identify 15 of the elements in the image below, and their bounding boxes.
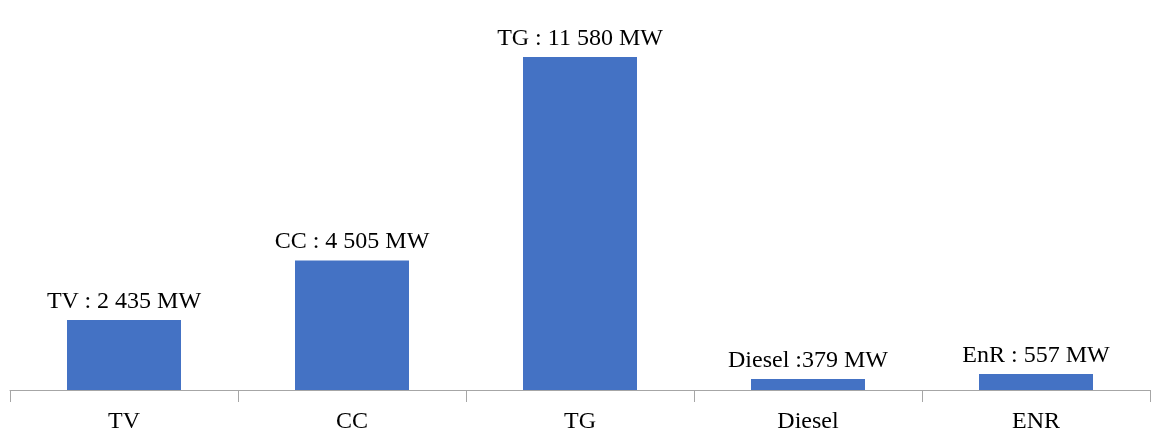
x-tick-label: ENR bbox=[1012, 407, 1060, 433]
bar bbox=[751, 379, 865, 390]
data-label: TV : 2 435 MW bbox=[46, 286, 202, 313]
bar bbox=[979, 373, 1093, 390]
x-tick-label: TV bbox=[108, 407, 141, 433]
data-label: Diesel :379 MW bbox=[728, 346, 889, 373]
bar bbox=[523, 56, 637, 390]
data-label: CC : 4 505 MW bbox=[274, 227, 430, 254]
x-tick-label: Diesel bbox=[777, 407, 839, 433]
x-tick-label: TG bbox=[564, 407, 596, 433]
data-label: TG : 11 580 MW bbox=[497, 23, 664, 50]
bar bbox=[67, 319, 181, 390]
data-label: EnR : 557 MW bbox=[962, 340, 1111, 367]
bar bbox=[295, 260, 409, 390]
x-tick-label: CC bbox=[335, 407, 369, 433]
